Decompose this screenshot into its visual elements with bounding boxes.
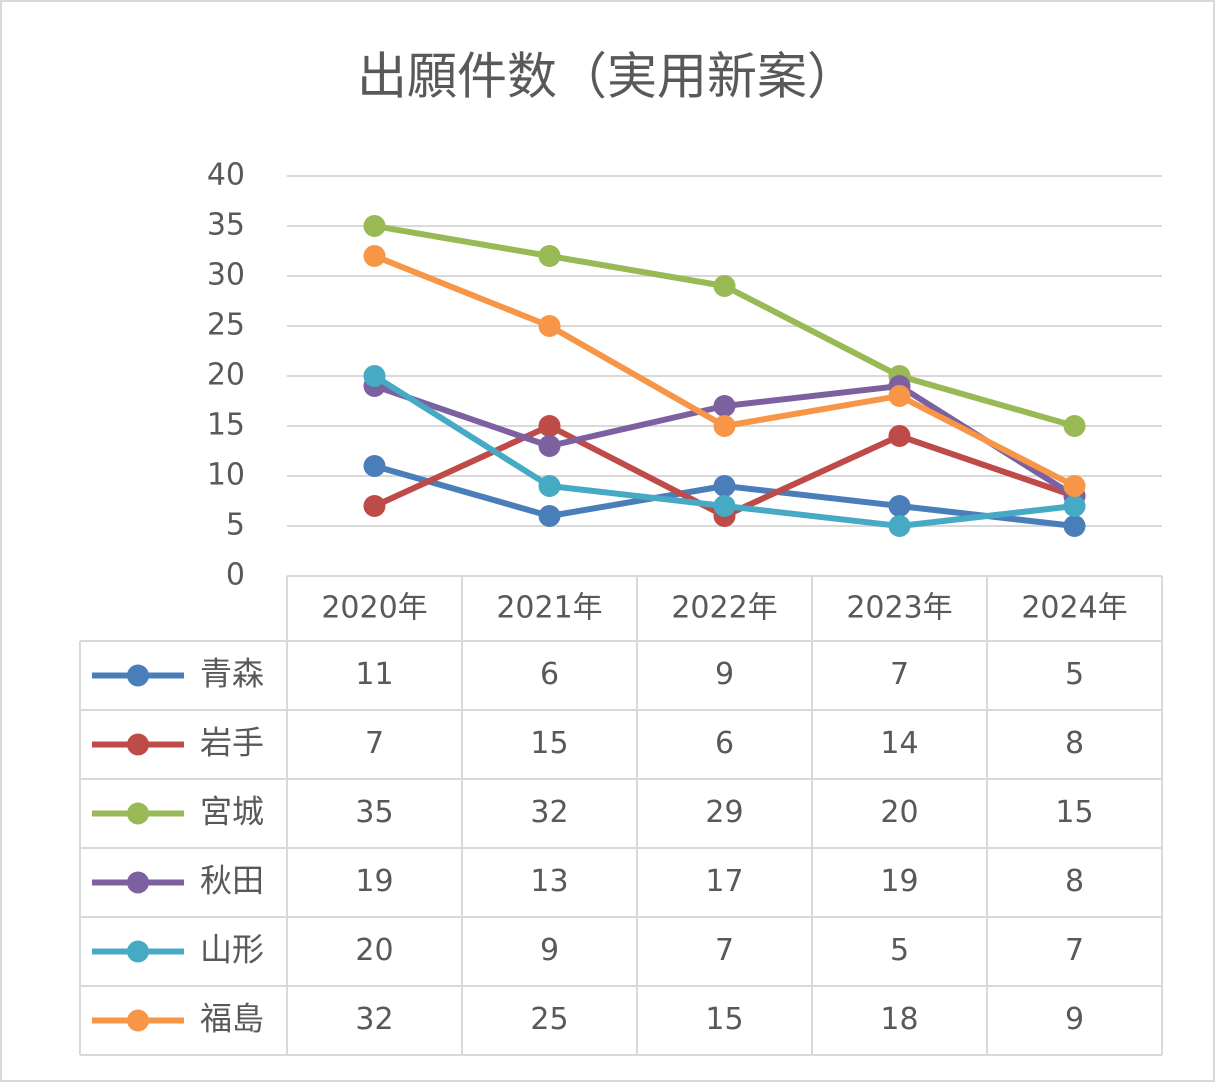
table-cell: 11: [355, 657, 393, 692]
legend-label: 山形: [200, 931, 264, 969]
table-cell: 19: [880, 864, 918, 899]
y-tick-label: 25: [207, 308, 245, 343]
marker: [888, 385, 911, 407]
marker: [888, 515, 911, 537]
legend-key: [127, 1009, 149, 1032]
table-cell: 29: [705, 795, 743, 830]
marker: [363, 455, 386, 477]
marker: [538, 415, 561, 437]
table-cell: 18: [880, 1002, 918, 1037]
table-cell: 6: [715, 726, 734, 761]
table-cell: 17: [705, 864, 743, 899]
legend-key: [127, 940, 149, 963]
y-tick-label: 40: [207, 158, 245, 193]
marker: [363, 215, 386, 237]
legend-label: 福島: [200, 1000, 264, 1038]
table-cell: 35: [355, 795, 393, 830]
marker: [363, 365, 386, 387]
table-cell: 5: [890, 933, 909, 968]
marker: [538, 315, 561, 337]
table-cell: 8: [1065, 864, 1084, 899]
table-cell: 20: [355, 933, 393, 968]
table-cell: 14: [880, 726, 918, 761]
x-tick-label: 2022年: [671, 591, 777, 626]
legend-label: 青森: [200, 655, 264, 693]
legend-label: 秋田: [200, 862, 264, 900]
table-cell: 6: [540, 657, 559, 692]
y-tick-label: 35: [207, 208, 245, 243]
table-cell: 7: [715, 933, 734, 968]
marker: [888, 495, 911, 517]
table-cell: 7: [890, 657, 909, 692]
table-cell: 19: [355, 864, 393, 899]
table-cell: 9: [715, 657, 734, 692]
x-tick-label: 2023年: [846, 591, 952, 626]
legend-key: [127, 802, 149, 825]
legend-key: [127, 664, 149, 687]
marker: [538, 475, 561, 497]
y-tick-label: 15: [207, 408, 245, 443]
marker: [713, 475, 736, 497]
y-tick-label: 10: [207, 458, 245, 493]
table-cell: 15: [705, 1002, 743, 1037]
marker: [888, 425, 911, 447]
legend-label: 宮城: [200, 793, 264, 831]
x-tick-label: 2020年: [321, 591, 427, 626]
marker: [1063, 495, 1086, 517]
legend-key: [127, 871, 149, 894]
chart-title: 出願件数（実用新案）: [357, 48, 857, 106]
marker: [1063, 515, 1086, 537]
y-tick-label: 20: [207, 358, 245, 393]
marker: [713, 415, 736, 437]
table-cell: 15: [1055, 795, 1093, 830]
marker: [538, 245, 561, 267]
table-cell: 9: [540, 933, 559, 968]
x-tick-label: 2024年: [1021, 591, 1127, 626]
table-cell: 32: [355, 1002, 393, 1037]
table-cell: 15: [530, 726, 568, 761]
table-cell: 25: [530, 1002, 568, 1037]
y-tick-label: 5: [226, 508, 245, 543]
legend-label: 岩手: [200, 724, 264, 762]
table-cell: 5: [1065, 657, 1084, 692]
table-cell: 32: [530, 795, 568, 830]
y-tick-label: 30: [207, 258, 245, 293]
marker: [1063, 415, 1086, 437]
marker: [538, 505, 561, 527]
table-cell: 9: [1065, 1002, 1084, 1037]
marker: [363, 495, 386, 517]
table-cell: 20: [880, 795, 918, 830]
table-cell: 7: [1065, 933, 1084, 968]
marker: [363, 245, 386, 267]
table-cell: 13: [530, 864, 568, 899]
marker: [713, 495, 736, 517]
y-tick-label: 0: [226, 558, 245, 593]
marker: [713, 395, 736, 417]
legend-key: [127, 733, 149, 756]
table-cell: 7: [365, 726, 384, 761]
marker: [538, 435, 561, 457]
marker: [1063, 475, 1086, 497]
table-cell: 8: [1065, 726, 1084, 761]
marker: [713, 275, 736, 297]
x-tick-label: 2021年: [496, 591, 602, 626]
